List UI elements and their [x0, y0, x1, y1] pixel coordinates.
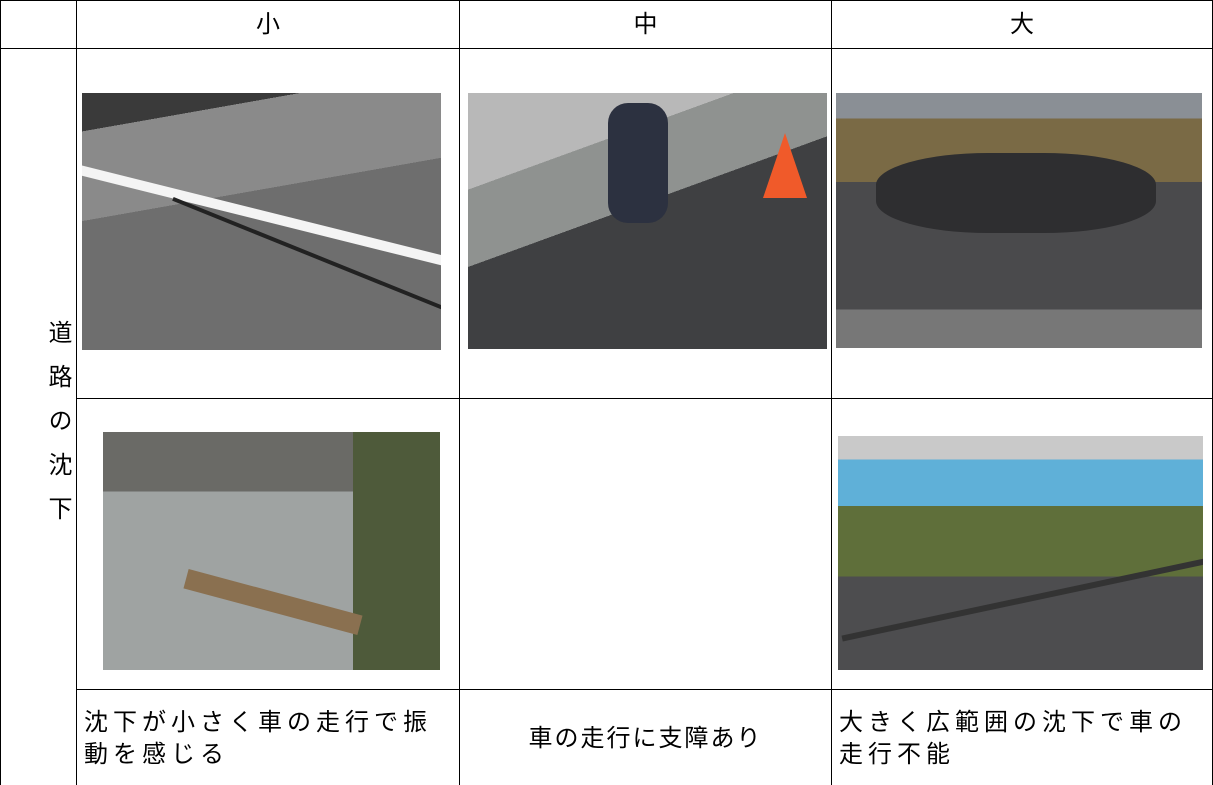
- table-border: [0, 0, 1213, 1]
- table-border: [76, 689, 1213, 690]
- table-border: [459, 0, 460, 785]
- column-header: 大: [1010, 10, 1034, 38]
- photo: [103, 432, 440, 670]
- photo: [82, 93, 441, 350]
- table-border: [76, 0, 77, 785]
- description: 車の走行に支障あり: [528, 723, 763, 752]
- row-label: 道路の沈下: [44, 320, 72, 540]
- table-border: [76, 398, 1213, 399]
- photo: [838, 436, 1203, 670]
- description: 沈下が小さく車の走行で振動を感じる: [84, 707, 432, 768]
- description: 大きく広範囲の沈下で車の走行不能: [839, 707, 1187, 768]
- table-border: [0, 0, 1, 785]
- photo: [836, 93, 1202, 348]
- table-border: [0, 48, 1213, 49]
- photo: [468, 93, 827, 349]
- column-header: 小: [256, 10, 280, 38]
- column-header: 中: [633, 10, 658, 38]
- table-border: [831, 0, 832, 785]
